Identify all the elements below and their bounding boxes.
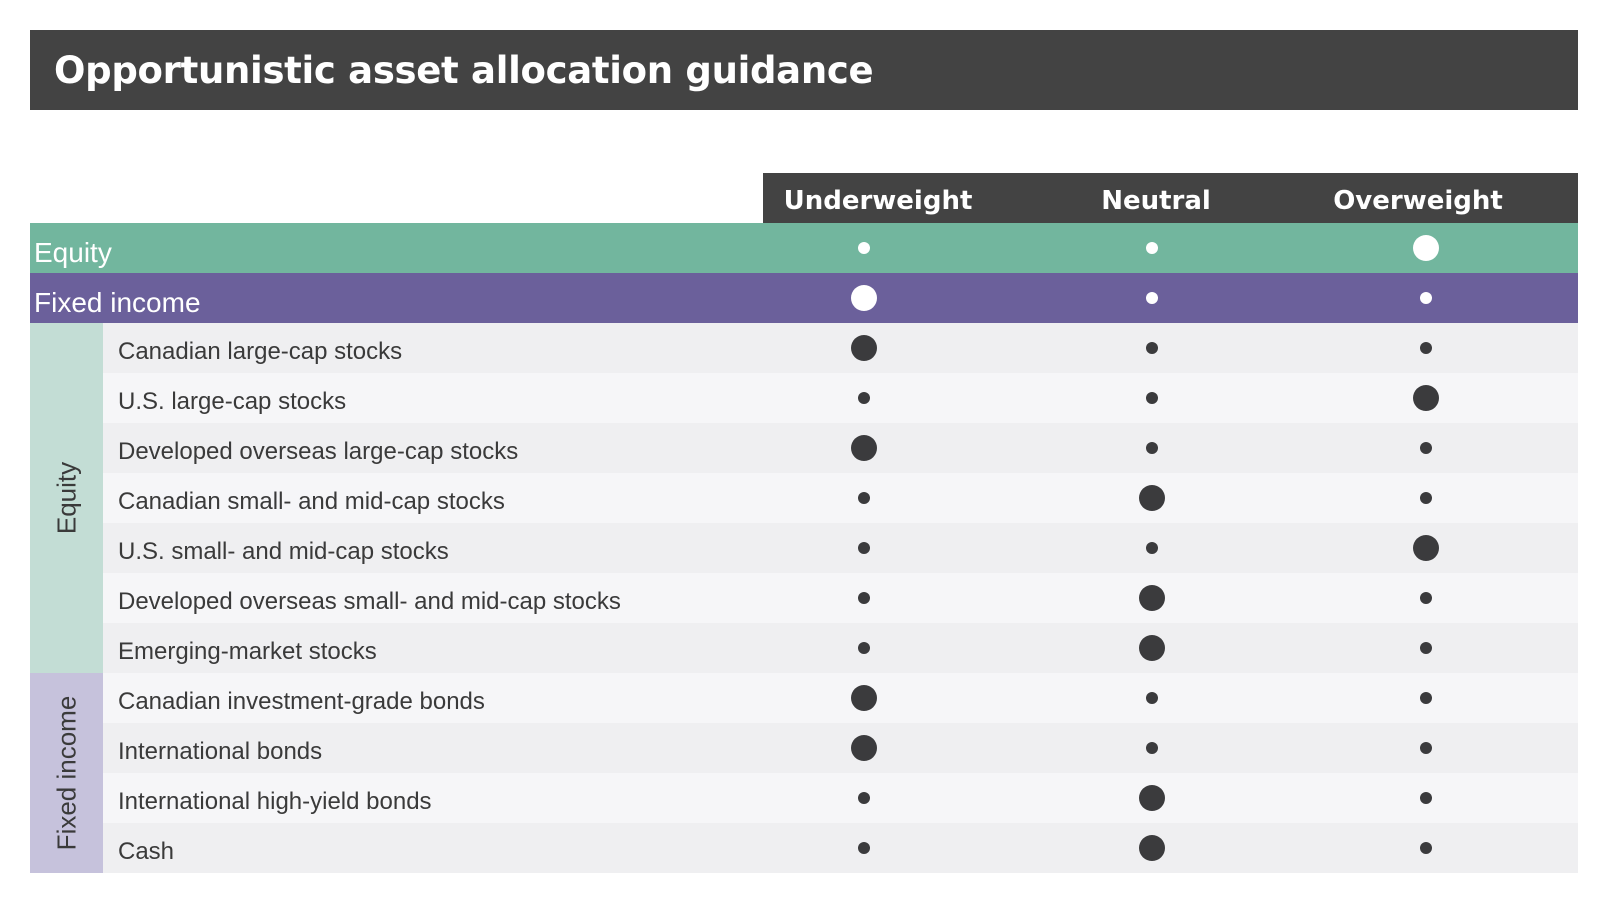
- selected-dot: [851, 685, 877, 711]
- table-row: U.S. large-cap stocks: [30, 373, 1578, 423]
- table-row: Emerging-market stocks: [30, 623, 1578, 673]
- unselected-dot: [858, 792, 870, 804]
- selected-dot: [851, 335, 877, 361]
- unselected-dot: [1146, 292, 1158, 304]
- unselected-dot: [1146, 242, 1158, 254]
- unselected-dot: [1420, 592, 1432, 604]
- unselected-dot: [858, 542, 870, 554]
- unselected-dot: [1420, 442, 1432, 454]
- unselected-dot: [1420, 292, 1432, 304]
- selected-dot: [1413, 535, 1439, 561]
- unselected-dot: [1420, 742, 1432, 754]
- selected-dot: [851, 285, 877, 311]
- column-header-bar: Underweight Neutral Overweight: [763, 173, 1578, 223]
- row-label: International high-yield bonds: [118, 788, 432, 815]
- unselected-dot: [1146, 742, 1158, 754]
- row-label: Cash: [118, 838, 175, 865]
- unselected-dot: [1420, 492, 1432, 504]
- unselected-dot: [1146, 442, 1158, 454]
- row-label: Developed overseas large-cap stocks: [118, 438, 519, 465]
- selected-dot: [1413, 235, 1439, 261]
- title-bar: Opportunistic asset allocation guidance: [30, 30, 1578, 110]
- row-label: U.S. large-cap stocks: [118, 388, 347, 415]
- table-row: International bonds: [30, 723, 1578, 773]
- selected-dot: [1139, 485, 1165, 511]
- unselected-dot: [858, 642, 870, 654]
- group-band-fixed-income: Fixed income: [30, 673, 103, 873]
- table-row: Cash: [30, 823, 1578, 873]
- summary-row-label: Fixed income: [34, 287, 201, 318]
- group-label: Equity: [51, 461, 81, 535]
- row-label: U.S. small- and mid-cap stocks: [118, 538, 449, 565]
- table-row: Developed overseas small- and mid-cap st…: [30, 573, 1578, 623]
- column-header-underweight: Underweight: [783, 186, 973, 216]
- row-label: International bonds: [118, 738, 323, 765]
- unselected-dot: [858, 492, 870, 504]
- column-header-neutral: Neutral: [1101, 186, 1211, 216]
- table-row: Canadian investment-grade bonds: [30, 673, 1578, 723]
- selected-dot: [1413, 385, 1439, 411]
- unselected-dot: [1146, 342, 1158, 354]
- selected-dot: [1139, 635, 1165, 661]
- summary-row-label: Equity: [34, 237, 112, 268]
- unselected-dot: [1146, 692, 1158, 704]
- summary-row-fixed-income: Fixed income: [30, 273, 1578, 323]
- row-label: Developed overseas small- and mid-cap st…: [118, 588, 621, 615]
- group-label: Fixed income: [51, 695, 81, 851]
- row-label: Canadian investment-grade bonds: [118, 688, 485, 715]
- row-label: Canadian small- and mid-cap stocks: [118, 488, 505, 515]
- unselected-dot: [1420, 342, 1432, 354]
- group-band-equity: Equity: [30, 323, 103, 673]
- unselected-dot: [1420, 692, 1432, 704]
- table-row: Developed overseas large-cap stocks: [30, 423, 1578, 473]
- column-header-overweight: Overweight: [1333, 186, 1503, 216]
- unselected-dot: [858, 842, 870, 854]
- table-row: International high-yield bonds: [30, 773, 1578, 823]
- selected-dot: [851, 435, 877, 461]
- unselected-dot: [858, 392, 870, 404]
- table-row: U.S. small- and mid-cap stocks: [30, 523, 1578, 573]
- allocation-table: Equity Fixed income Canadian large-cap sto…: [30, 223, 1578, 873]
- unselected-dot: [1420, 842, 1432, 854]
- unselected-dot: [858, 242, 870, 254]
- page-title: Opportunistic asset allocation guidance: [54, 48, 874, 92]
- unselected-dot: [858, 592, 870, 604]
- unselected-dot: [1420, 792, 1432, 804]
- unselected-dot: [1146, 392, 1158, 404]
- table-row: Canadian small- and mid-cap stocks: [30, 473, 1578, 523]
- selected-dot: [851, 735, 877, 761]
- selected-dot: [1139, 835, 1165, 861]
- row-label: Canadian large-cap stocks: [118, 338, 403, 365]
- unselected-dot: [1420, 642, 1432, 654]
- selected-dot: [1139, 585, 1165, 611]
- unselected-dot: [1146, 542, 1158, 554]
- table-row: Canadian large-cap stocks: [30, 323, 1578, 373]
- row-label: Emerging-market stocks: [118, 638, 377, 665]
- selected-dot: [1139, 785, 1165, 811]
- summary-row-equity: Equity: [30, 223, 1578, 273]
